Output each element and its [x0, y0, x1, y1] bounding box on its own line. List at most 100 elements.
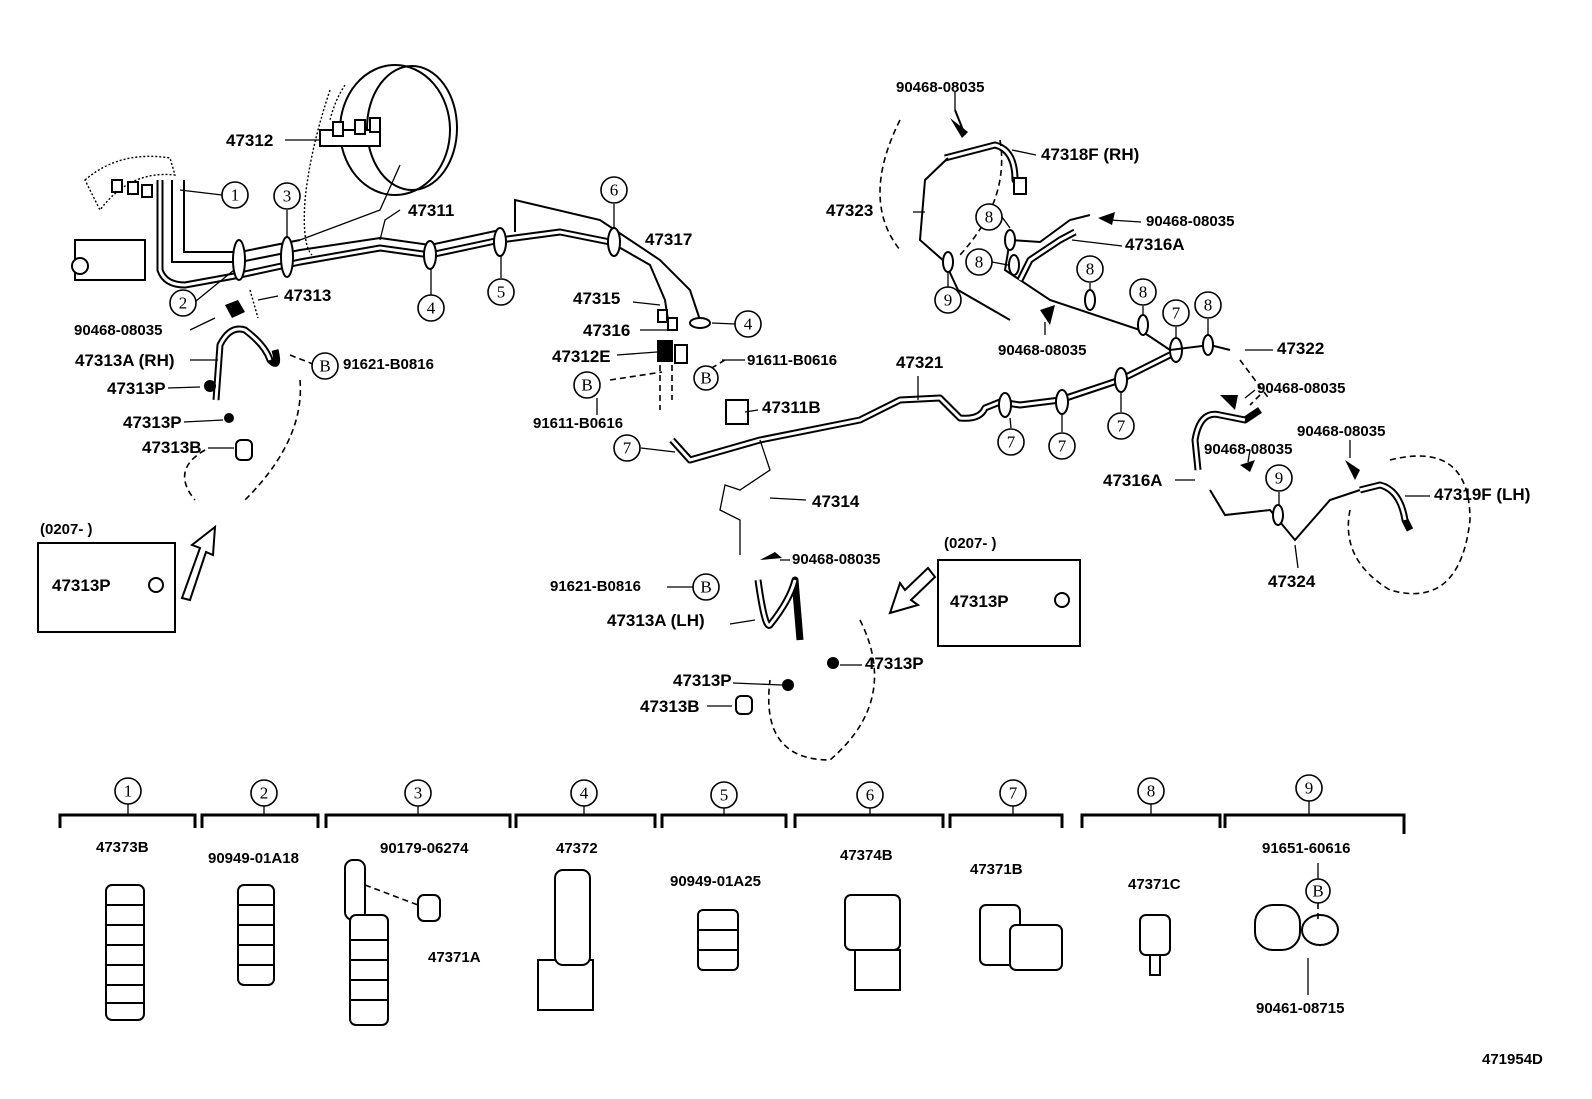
label-47313p: 47313P — [865, 654, 924, 673]
callout-7: 7 — [1107, 412, 1135, 440]
center-junction-drawing — [609, 309, 749, 425]
svg-text:B: B — [319, 357, 330, 376]
svg-text:8: 8 — [1086, 260, 1095, 279]
table-callout-1: 1 — [114, 777, 142, 805]
svg-text:4: 4 — [744, 315, 753, 334]
label-90468-08035: 90468-08035 — [1257, 380, 1345, 397]
svg-text:1: 1 — [124, 782, 133, 801]
front-rh-hose-drawing — [183, 300, 319, 501]
diagram-id: 471954D — [1482, 1051, 1543, 1068]
callout-8: 8 — [965, 248, 993, 276]
label-90468-08035: 90468-08035 — [1146, 213, 1234, 230]
label-47371b: 47371B — [970, 861, 1023, 878]
label-47315: 47315 — [573, 289, 620, 308]
clamp-table: 1 2 3 4 5 6 7 8 9 47373B 90949-01A18 901… — [58, 774, 1406, 1026]
label-47312: 47312 — [226, 131, 273, 150]
svg-text:9: 9 — [1275, 469, 1284, 488]
table-callout-5: 5 — [710, 781, 738, 809]
label-90468-08035: 90468-08035 — [792, 551, 880, 568]
table-callout-b: B — [1305, 878, 1331, 904]
callout-8: 8 — [975, 203, 1003, 231]
rear-rh-hose-drawing — [879, 109, 1231, 356]
callout-7: 7 — [613, 434, 641, 462]
label-90949-01a25: 90949-01A25 — [670, 873, 761, 890]
label-47313: 47313 — [284, 286, 331, 305]
label-47313p: 47313P — [52, 576, 111, 595]
svg-text:4: 4 — [427, 299, 436, 318]
label-90949-01a18: 90949-01A18 — [208, 850, 299, 867]
label-47312e: 47312E — [552, 347, 611, 366]
brake-booster-drawing — [303, 64, 458, 256]
label-90468-08035: 90468-08035 — [998, 342, 1086, 359]
callout-9: 9 — [934, 286, 962, 314]
inset-box-left — [37, 524, 217, 633]
label-91651-60616: 91651-60616 — [1262, 840, 1350, 857]
svg-text:9: 9 — [1305, 779, 1314, 798]
callout-b: B — [573, 371, 601, 399]
label-47311: 47311 — [408, 201, 454, 220]
label-47313a-lh: 47313A (LH) — [607, 611, 705, 630]
svg-text:1: 1 — [231, 186, 240, 205]
svg-text:7: 7 — [1007, 433, 1016, 452]
callout-7: 7 — [1162, 299, 1190, 327]
callout-b: B — [311, 352, 339, 380]
callout-3: 3 — [273, 182, 301, 210]
svg-text:B: B — [581, 376, 592, 395]
svg-text:7: 7 — [1058, 437, 1067, 456]
label-47319f-lh: 47319F (LH) — [1434, 485, 1530, 504]
master-cylinder-drawing — [319, 117, 381, 147]
svg-text:8: 8 — [1139, 283, 1148, 302]
callout-b: B — [692, 573, 720, 601]
label-47311b: 47311B — [762, 398, 821, 417]
label-90468-08035: 90468-08035 — [1204, 441, 1292, 458]
callout-6: 6 — [600, 176, 628, 204]
table-callout-7: 7 — [999, 779, 1027, 807]
svg-text:3: 3 — [414, 784, 423, 803]
leader-lines — [167, 92, 1430, 707]
label-90468-08035: 90468-08035 — [74, 322, 162, 339]
svg-text:B: B — [700, 578, 711, 597]
part-labels: 47312 47311 47313 90468-08035 47313A (RH… — [40, 79, 1530, 716]
label-91621-b0816: 91621-B0816 — [550, 578, 641, 595]
svg-text:7: 7 — [1172, 304, 1181, 323]
callout-8: 8 — [1076, 255, 1104, 283]
inset-box-right — [888, 559, 1081, 647]
label-47317: 47317 — [645, 230, 692, 249]
label-90468-08035: 90468-08035 — [896, 79, 984, 96]
table-callout-6: 6 — [856, 781, 884, 809]
label-47313b: 47313B — [142, 438, 202, 457]
inset-date-range: (0207- ) — [40, 521, 93, 538]
callout-7: 7 — [997, 428, 1025, 456]
label-91611-b0616: 91611-B0616 — [533, 415, 623, 432]
callout-7: 7 — [1048, 432, 1076, 460]
label-47316: 47316 — [583, 321, 630, 340]
arrow-icon — [888, 566, 937, 615]
svg-text:9: 9 — [944, 291, 953, 310]
label-47323: 47323 — [826, 201, 873, 220]
svg-text:2: 2 — [260, 784, 269, 803]
callout-4: 4 — [417, 294, 445, 322]
callout-9: 9 — [1265, 464, 1293, 492]
label-47313p: 47313P — [107, 379, 166, 398]
svg-text:3: 3 — [283, 187, 292, 206]
label-91611-b0616: 91611-B0616 — [747, 352, 837, 369]
svg-text:8: 8 — [985, 208, 994, 227]
svg-text:2: 2 — [179, 294, 188, 313]
svg-text:7: 7 — [1117, 417, 1126, 436]
label-47313b: 47313B — [640, 697, 700, 716]
label-90179-06274: 90179-06274 — [380, 840, 469, 857]
label-47316a: 47316A — [1125, 235, 1185, 254]
label-47318f-rh: 47318F (RH) — [1041, 145, 1139, 164]
callout-5: 5 — [487, 278, 515, 306]
rear-main-tube — [669, 337, 1183, 555]
rear-lh-hose-drawing — [1191, 359, 1471, 595]
svg-text:6: 6 — [866, 786, 875, 805]
table-callout-9: 9 — [1295, 774, 1323, 802]
callout-1: 1 — [221, 181, 249, 209]
label-47322: 47322 — [1277, 339, 1324, 358]
table-callout-4: 4 — [570, 779, 598, 807]
label-47371a: 47371A — [428, 949, 481, 966]
label-47321: 47321 — [896, 353, 943, 372]
